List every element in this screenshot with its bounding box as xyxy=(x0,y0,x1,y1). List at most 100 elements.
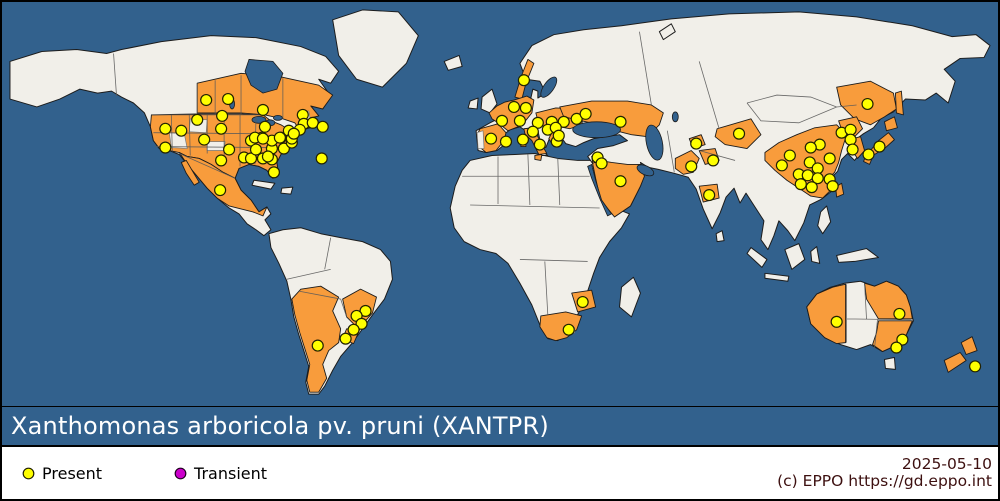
caspian-sea xyxy=(645,124,664,161)
present-dot[interactable] xyxy=(805,181,818,194)
present-dot[interactable] xyxy=(861,97,874,111)
present-dot[interactable] xyxy=(614,175,627,188)
present-dot[interactable] xyxy=(484,132,498,145)
present-dot[interactable] xyxy=(557,115,570,128)
present-dot[interactable] xyxy=(690,137,703,150)
region-mexico xyxy=(178,152,268,217)
present-dot[interactable] xyxy=(244,152,258,165)
present-dot[interactable] xyxy=(707,154,720,167)
present-dot[interactable] xyxy=(215,154,228,167)
persian-gulf xyxy=(636,164,655,177)
present-dot[interactable] xyxy=(844,123,857,136)
present-dot[interactable] xyxy=(200,93,213,107)
legend-label-present: Present xyxy=(42,463,103,483)
present-dot[interactable] xyxy=(517,74,530,87)
present-dot[interactable] xyxy=(595,157,608,170)
island-greenland xyxy=(332,9,419,88)
region-western-australia xyxy=(806,283,847,345)
present-dot[interactable] xyxy=(775,159,788,172)
present-dot[interactable] xyxy=(222,92,235,106)
present-dot[interactable] xyxy=(277,142,290,155)
present-dot[interactable] xyxy=(355,317,368,330)
present-dot[interactable] xyxy=(533,138,546,151)
present-dot[interactable] xyxy=(198,133,211,146)
present-dot[interactable] xyxy=(803,156,816,169)
present-dot[interactable] xyxy=(311,339,324,352)
present-dot[interactable] xyxy=(495,114,509,127)
present-dot[interactable] xyxy=(846,143,859,156)
region-baja-california xyxy=(180,159,200,186)
present-dot[interactable] xyxy=(516,133,529,146)
present-dot[interactable] xyxy=(339,332,352,345)
state-gap-kansas xyxy=(206,141,226,151)
present-dot[interactable] xyxy=(214,184,227,197)
island-ireland xyxy=(467,97,479,110)
present-dot[interactable] xyxy=(811,172,824,185)
present-dot[interactable] xyxy=(315,152,328,165)
present-dot[interactable] xyxy=(826,180,839,193)
present-dot[interactable] xyxy=(499,135,513,148)
present-dot[interactable] xyxy=(526,125,539,138)
legend: Present Transient xyxy=(22,464,267,483)
present-dot[interactable] xyxy=(862,148,875,161)
present-dot[interactable] xyxy=(519,101,532,114)
present-dot[interactable] xyxy=(513,114,526,127)
present-dot[interactable] xyxy=(159,141,172,154)
present-dot[interactable] xyxy=(794,178,807,191)
present-dot[interactable] xyxy=(890,341,903,354)
present-dot[interactable] xyxy=(552,129,565,142)
island-new-guinea xyxy=(836,248,879,263)
present-dot[interactable] xyxy=(783,149,796,162)
present-dot[interactable] xyxy=(844,133,857,146)
present-dot[interactable] xyxy=(570,112,583,125)
legend-item-present: Present xyxy=(22,464,102,483)
footer-info: 2025-05-10 (c) EPPO https://gd.eppo.int xyxy=(777,456,998,490)
present-dot[interactable] xyxy=(347,323,360,336)
map-area xyxy=(2,2,998,406)
present-dot[interactable] xyxy=(216,109,229,122)
country-borders xyxy=(113,31,912,349)
present-dot[interactable] xyxy=(306,116,319,129)
present-dot[interactable] xyxy=(359,304,372,317)
present-dot[interactable] xyxy=(562,323,575,336)
present-dot[interactable] xyxy=(531,116,544,129)
present-dot[interactable] xyxy=(258,120,272,133)
region-nz-south-island xyxy=(943,352,967,373)
lakes-and-seas xyxy=(229,59,679,217)
island-iceland xyxy=(443,54,463,71)
island-tasmania xyxy=(883,356,896,370)
aral-sea xyxy=(671,111,679,123)
present-dot[interactable] xyxy=(175,124,188,137)
present-dot[interactable] xyxy=(804,141,817,154)
present-dot[interactable] xyxy=(896,333,909,346)
present-dot[interactable] xyxy=(256,103,270,116)
present-dot[interactable] xyxy=(830,315,843,328)
present-dot[interactable] xyxy=(873,140,886,153)
present-dot[interactable] xyxy=(969,360,982,373)
present-dot[interactable] xyxy=(191,113,204,126)
present-dot[interactable] xyxy=(732,127,746,140)
present-dot[interactable] xyxy=(215,122,228,135)
red-sea xyxy=(587,163,613,217)
island-novaya-zemlya xyxy=(658,23,676,41)
present-dot[interactable] xyxy=(893,307,906,320)
present-dot[interactable] xyxy=(256,132,270,145)
present-dot[interactable] xyxy=(261,150,275,163)
present-dot[interactable] xyxy=(823,152,836,165)
region-nz-north-island xyxy=(960,336,978,355)
present-dot[interactable] xyxy=(223,143,236,156)
present-dot[interactable] xyxy=(614,115,627,128)
present-dot[interactable] xyxy=(703,189,716,202)
present-dot[interactable] xyxy=(287,127,300,140)
present-dot[interactable] xyxy=(316,120,329,133)
present-dot[interactable] xyxy=(579,107,592,120)
present-dot[interactable] xyxy=(159,122,172,135)
present-dot[interactable] xyxy=(685,160,698,173)
present-dot[interactable] xyxy=(576,295,589,309)
present-dot[interactable] xyxy=(273,131,286,144)
present-dot[interactable] xyxy=(507,100,521,114)
present-dot[interactable] xyxy=(811,162,824,175)
present-dot[interactable] xyxy=(267,166,280,179)
world-map[interactable] xyxy=(2,2,998,406)
present-dot[interactable] xyxy=(249,143,263,156)
